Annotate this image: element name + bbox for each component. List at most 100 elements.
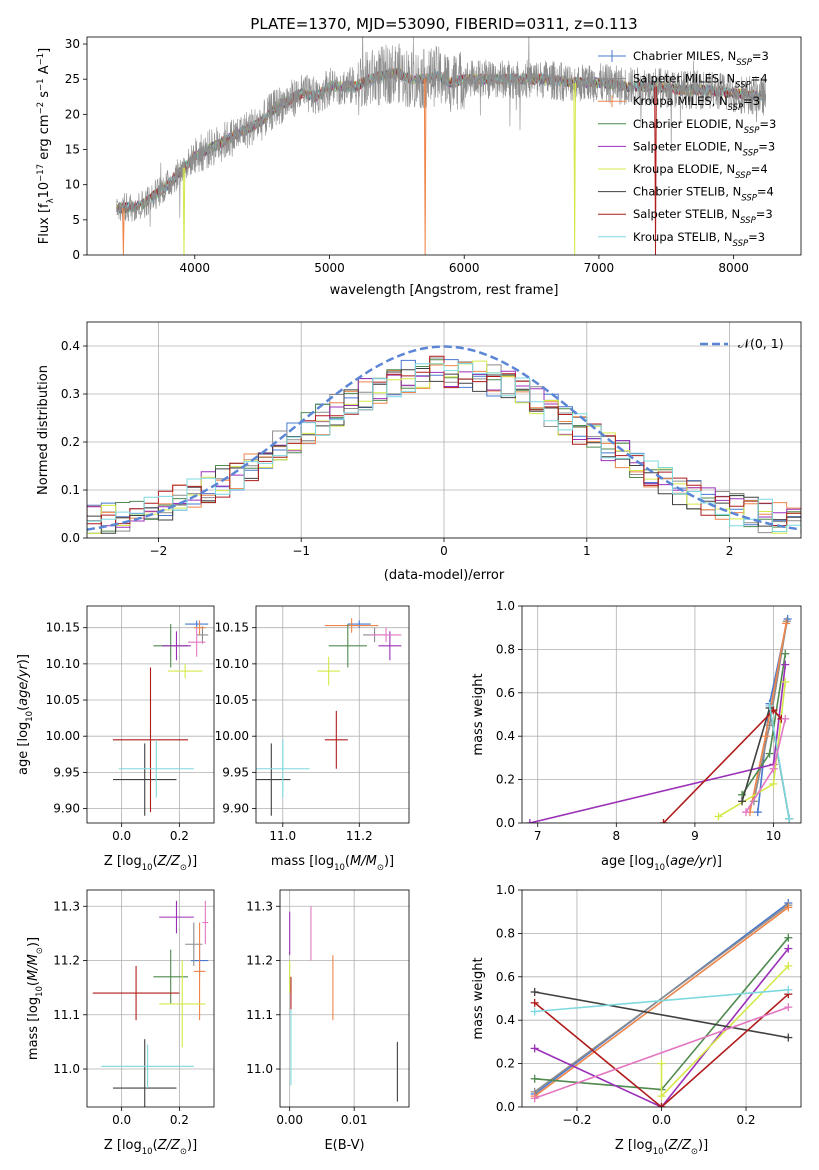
y-tick-label: 0.0 <box>61 531 80 545</box>
y-tick-label: 10.05 <box>46 693 80 707</box>
spectrum-dropout <box>573 82 576 255</box>
y-axis-label: Flux [fλ10−17 erg cm−2 s−1 A−1] <box>36 48 56 244</box>
x-tick-label: 0.2 <box>170 829 189 843</box>
x-axis-label: Z [log10(Z/Z⊙)] <box>615 1138 708 1157</box>
plot-area <box>522 606 801 823</box>
x-tick-label: 0.2 <box>170 1113 189 1127</box>
weight-line <box>534 989 789 1013</box>
y-tick-label: 11.0 <box>246 1062 273 1076</box>
weight-line <box>534 1006 789 1100</box>
y-tick-label: 10 <box>65 178 80 192</box>
chart-weight_vs_Z: −0.2 0.0 0.2 0.0 0.2 0.4 0.6 0.8 1.0 Z [log10(Z/Z… <box>471 883 802 1157</box>
histogram-series <box>87 355 801 526</box>
y-axis-label: Normed distribution <box>36 365 51 495</box>
x-tick-label: 5000 <box>314 261 345 275</box>
y-tick-label: 0.2 <box>61 435 80 449</box>
legend-label: Salpeter ELODIE, NSSP=3 <box>633 139 775 158</box>
axes-frame <box>86 889 215 1108</box>
ticks: 0.00 0.01 11.0 11.1 11.2 11.3 <box>246 899 367 1127</box>
ticks: 0.0 0.2 11.0 11.1 11.2 11.3 <box>53 899 189 1127</box>
chart-residuals: −2 −1 0 1 2 0.0 0.1 0.2 0.3 0.4 (data-model)/error… <box>36 321 802 583</box>
x-tick-label: 2 <box>726 544 734 558</box>
x-tick-label: 0.0 <box>112 1113 131 1127</box>
chart-age_vs_mass: 11.0 11.2 9.90 9.95 10.00 10.05 10.10 10.15 mass… <box>215 605 410 873</box>
y-tick-label: 1.0 <box>496 883 515 897</box>
y-tick-label: 30 <box>65 37 80 51</box>
legend: Chabrier MILES, NSSP=3 Salpeter MILES, NS… <box>598 49 776 249</box>
x-tick-label: 0.2 <box>736 1113 755 1127</box>
legend-label: Salpeter STELIB, NSSP=3 <box>633 207 773 226</box>
x-tick-label: 10 <box>766 829 781 843</box>
x-axis-label: age [log10(age/yr)] <box>601 854 722 873</box>
x-axis-label: Z [log10(Z/Z⊙)] <box>104 854 197 873</box>
histogram-series <box>87 363 801 534</box>
axes-frame <box>279 889 410 1108</box>
spectrum-dropout <box>182 167 186 255</box>
ticks: 11.0 11.2 9.90 9.95 10.00 10.05 10.10 10.15 <box>215 621 373 843</box>
y-tick-label: 10.00 <box>215 729 249 743</box>
y-tick-label: 10.15 <box>215 621 249 635</box>
chart-mass_vs_Z: 0.0 0.2 11.0 11.1 11.2 11.3 Z [log10(Z/Z⊙)] mas… <box>26 889 215 1157</box>
y-axis-label: age [log10(age/yr)] <box>16 654 35 775</box>
legend-label: Chabrier ELODIE, NSSP=3 <box>633 117 776 136</box>
spectrum-dropout <box>122 208 125 255</box>
plot-area <box>87 890 214 1107</box>
y-tick-label: 11.3 <box>53 899 80 913</box>
y-tick-label: 9.90 <box>53 802 80 816</box>
chart-title: PLATE=1370, MJD=53090, FIBERID=0311, z=0… <box>250 15 637 33</box>
spectrum-data-line <box>116 37 766 227</box>
y-tick-label: 0 <box>72 248 80 262</box>
y-tick-label: 11.2 <box>246 954 273 968</box>
weight-line <box>741 707 790 819</box>
y-tick-label: 0.2 <box>496 773 515 787</box>
x-tick-label: 7 <box>534 829 542 843</box>
weight-line <box>534 904 789 1093</box>
x-tick-label: 1 <box>583 544 591 558</box>
x-tick-label: 0.0 <box>112 829 131 843</box>
y-tick-label: 10.05 <box>215 693 249 707</box>
spectrum-dropout <box>654 86 657 255</box>
chart-mass_vs_EBV: 0.00 0.01 11.0 11.1 11.2 11.3 E(B-V) <box>246 889 410 1153</box>
x-tick-label: 0.00 <box>276 1113 303 1127</box>
x-axis-label: E(B-V) <box>324 1138 364 1153</box>
legend-label: Kroupa MILES, NSSP=3 <box>633 94 760 113</box>
y-tick-label: 0.0 <box>496 1100 515 1114</box>
y-axis-label: mass weight <box>471 673 486 755</box>
y-tick-label: 5 <box>72 213 80 227</box>
y-tick-label: 11.0 <box>53 1062 80 1076</box>
x-tick-label: 0.0 <box>652 1113 671 1127</box>
plot-area <box>87 606 214 823</box>
x-tick-label: 8000 <box>718 261 749 275</box>
y-tick-label: 0.6 <box>496 686 515 700</box>
x-axis-label: (data-model)/error <box>384 568 505 583</box>
ticks: −2 −1 0 1 2 0.0 0.1 0.2 0.3 0.4 <box>61 339 734 558</box>
spectrum-dropout <box>423 78 427 255</box>
x-tick-label: 6000 <box>449 261 480 275</box>
weight-line <box>534 906 789 1097</box>
plot-area <box>522 890 801 1107</box>
y-tick-label: 0.4 <box>496 729 515 743</box>
x-tick-label: 0 <box>440 544 448 558</box>
y-tick-label: 11.1 <box>246 1008 273 1022</box>
x-tick-label: 7000 <box>584 261 615 275</box>
y-tick-label: 9.95 <box>222 765 249 779</box>
x-axis-label: mass [log10(M/M⊙)] <box>271 854 394 873</box>
axes-frame <box>521 889 802 1108</box>
legend-label: Chabrier MILES, NSSP=3 <box>633 49 769 68</box>
x-tick-label: −2 <box>150 544 168 558</box>
y-tick-label: 0.2 <box>496 1057 515 1071</box>
y-tick-label: 10.00 <box>46 729 80 743</box>
y-tick-label: 0.8 <box>496 642 515 656</box>
y-tick-label: 10.10 <box>46 657 80 671</box>
x-tick-label: 8 <box>612 829 620 843</box>
axes-frame <box>521 605 802 824</box>
y-tick-label: 20 <box>65 107 80 121</box>
weight-line <box>660 965 789 1099</box>
x-tick-label: −0.2 <box>562 1113 591 1127</box>
y-tick-label: 25 <box>65 72 80 86</box>
y-tick-label: 11.3 <box>246 899 273 913</box>
x-tick-label: 4000 <box>180 261 211 275</box>
x-tick-label: 11.2 <box>346 829 373 843</box>
y-axis-label: mass [log10(M/M⊙)] <box>26 937 45 1060</box>
